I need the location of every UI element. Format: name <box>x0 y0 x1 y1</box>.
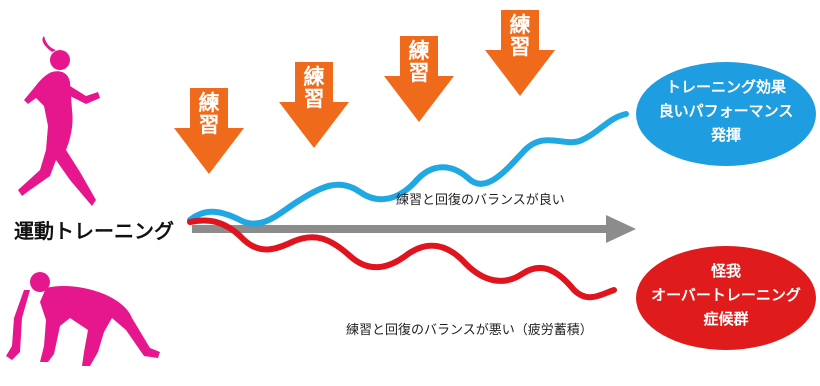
good-balance-caption: 練習と回復のバランスが良い <box>396 192 565 208</box>
practice-arrow-3: 練習 <box>384 36 454 122</box>
bad-result-line-3: 症候群 <box>703 310 748 328</box>
training-label: 運動トレーニング <box>14 219 174 243</box>
bad-result-bubble: 怪我 オーバートレーニング 症候群 <box>636 246 816 350</box>
practice-arrow-2: 練習 <box>279 62 349 148</box>
good-balance-line <box>187 111 629 227</box>
bad-balance-line <box>187 217 617 301</box>
runner-silhouette-icon <box>18 36 100 206</box>
practice-arrow-label: 練習 <box>510 13 531 59</box>
good-result-line-2: 良いパフォーマンス <box>659 102 794 120</box>
good-result-line-1: トレーニング効果 <box>666 78 787 96</box>
good-result-bubble: トレーニング効果 良いパフォーマンス 発揮 <box>636 62 816 166</box>
bad-result-line-1: 怪我 <box>711 262 741 280</box>
practice-arrow-label: 練習 <box>199 91 220 137</box>
practice-arrow-4: 練習 <box>485 10 555 96</box>
practice-arrow-label: 練習 <box>409 39 430 85</box>
timeline-arrow <box>192 215 636 243</box>
practice-arrow-1: 練習 <box>174 88 244 174</box>
bad-balance-caption: 練習と回復のバランスが悪い（疲労蓄積） <box>346 322 593 338</box>
fatigued-runner-silhouette-icon <box>6 272 160 366</box>
good-result-line-3: 発揮 <box>710 126 741 144</box>
bad-result-line-2: オーバートレーニング <box>651 286 801 304</box>
practice-arrow-label: 練習 <box>304 65 325 111</box>
